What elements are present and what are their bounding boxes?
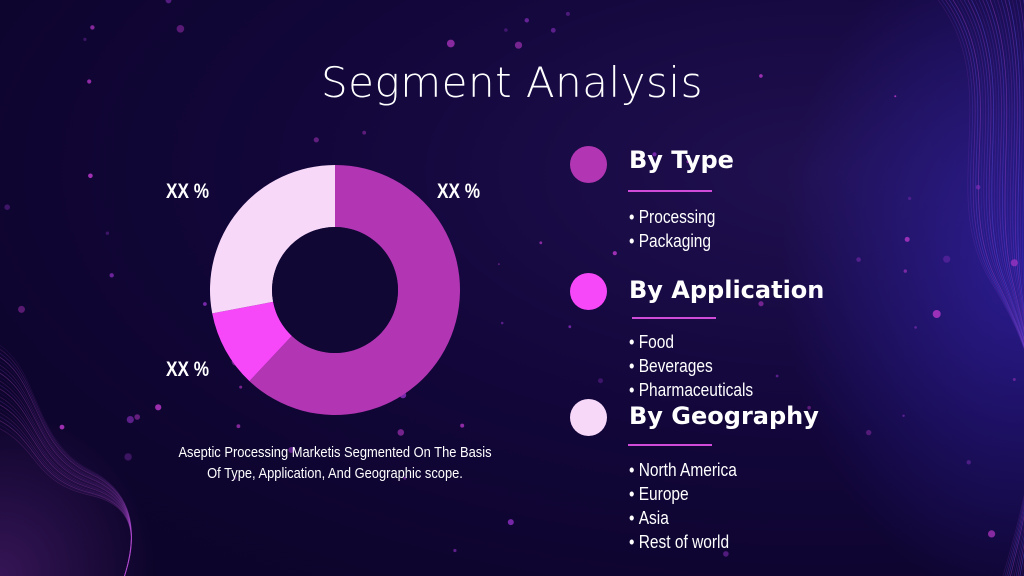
donut-slice-1 [249, 165, 461, 416]
type-segment-underline [628, 190, 712, 192]
page-title: Segment Analysis [321, 58, 703, 107]
list-item: North America [629, 458, 737, 482]
type-segment-heading: By Type [629, 146, 734, 174]
application-segment-underline [632, 317, 716, 319]
chart-caption: Aseptic Processing Marketis Segmented On… [178, 444, 492, 482]
data-label-bottom-left: XX % [166, 358, 210, 381]
data-label-top-left: XX % [166, 180, 210, 203]
application-segment-list: Food Beverages Pharmaceuticals [629, 330, 753, 402]
geography-segment-underline [628, 444, 712, 446]
list-item: Food [629, 330, 753, 354]
donut-hole [272, 227, 398, 353]
list-item: Beverages [629, 354, 753, 378]
list-item: Packaging [629, 229, 715, 253]
application-segment-dot [570, 273, 607, 310]
type-segment-list: Processing Packaging [629, 205, 716, 253]
data-label-top-right: XX % [437, 180, 481, 203]
donut-slice-3 [210, 165, 335, 314]
application-segment-heading: By Application [629, 276, 825, 304]
type-segment-dot [570, 146, 607, 183]
geography-segment-heading: By Geography [629, 402, 819, 430]
geography-segment-dot [570, 399, 607, 436]
list-item: Rest of world [629, 530, 737, 554]
list-item: Asia [629, 506, 737, 530]
donut-chart [200, 155, 470, 425]
donut-slice-2 [212, 301, 292, 382]
list-item: Europe [629, 482, 737, 506]
list-item: Pharmaceuticals [629, 378, 753, 402]
geography-segment-list: North America Europe Asia Rest of world [629, 458, 737, 554]
list-item: Processing [629, 205, 716, 229]
